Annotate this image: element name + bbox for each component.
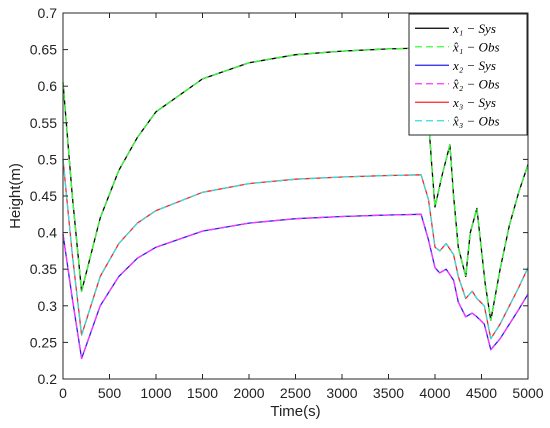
y-axis-label: Height(m) <box>7 163 24 229</box>
series-line-4 <box>62 213 529 360</box>
legend-box <box>408 13 528 136</box>
y-tick-label: 0.3 <box>38 298 58 314</box>
y-tick-label: 0.65 <box>30 42 57 58</box>
legend: x₁ − Sys x̂₁ − Obs x₂ − Sys x̂₂ − Obs x₃ − S… <box>408 13 528 136</box>
legend-entry-label: x̂₃ − Obs <box>452 113 500 128</box>
x-axis-label: Time(s) <box>270 403 320 420</box>
x-tick-label: 4500 <box>466 385 497 401</box>
y-tick-label: 0.35 <box>30 261 57 277</box>
y-tick-label: 0.7 <box>38 5 58 21</box>
x-tick-label: 2500 <box>280 385 311 401</box>
x-tick-label: 1500 <box>187 385 218 401</box>
x-tick-label: 1000 <box>140 385 171 401</box>
x-tick-label: 0 <box>59 385 67 401</box>
y-tick-label: 0.25 <box>30 334 57 350</box>
x-tick-label: 4000 <box>419 385 450 401</box>
x-tick-label: 500 <box>98 385 122 401</box>
y-tick-label: 0.2 <box>38 371 58 387</box>
legend-entry-label: x₁ − Sys <box>452 21 496 36</box>
y-tick-label: 0.45 <box>30 188 57 204</box>
x-tick-label: 3000 <box>326 385 357 401</box>
x-tick-label: 5000 <box>512 385 543 401</box>
y-tick-label: 0.6 <box>38 78 58 94</box>
legend-entry-label: x₂ − Sys <box>452 58 496 73</box>
series-line-6 <box>62 159 529 340</box>
y-tick-label: 0.55 <box>30 115 57 131</box>
x-tick-label: 2000 <box>233 385 264 401</box>
series-line-2 <box>62 47 529 322</box>
legend-entry-label: x̂₂ − Obs <box>452 76 500 91</box>
x-tick-label: 3500 <box>373 385 404 401</box>
legend-entry-label: x̂₁ − Obs <box>452 39 500 54</box>
legend-entry-label: x₃ − Sys <box>452 95 496 110</box>
y-tick-label: 0.4 <box>38 225 58 241</box>
series-layer <box>62 47 529 360</box>
ticks-layer: 0 500 1000 1500 2000 2500 3000 3500 4000 4500 5000… <box>30 5 544 401</box>
y-tick-label: 0.5 <box>38 151 58 167</box>
